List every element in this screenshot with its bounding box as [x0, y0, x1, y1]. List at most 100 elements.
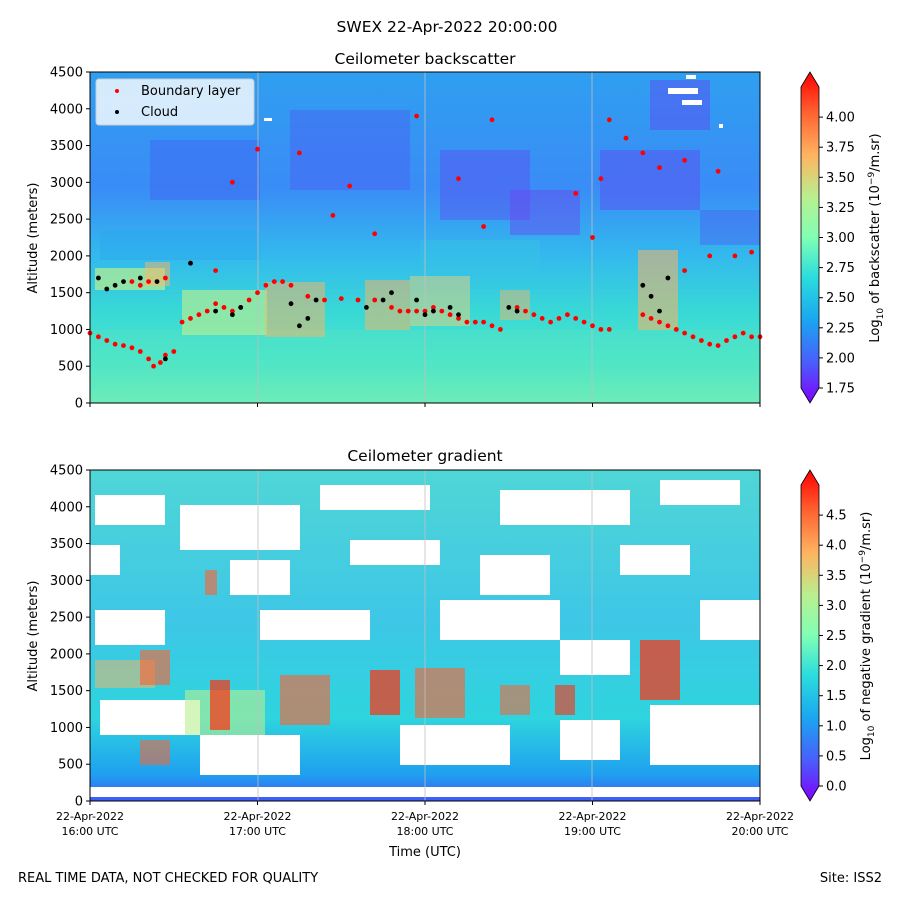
- y-tick-label: 4500: [50, 464, 83, 479]
- y-tick-label: 3000: [50, 176, 83, 191]
- x-tick-time: 16:00 UTC: [61, 825, 118, 838]
- colorbar-tick-label: 0.5: [826, 749, 847, 764]
- boundary-layer-point: [464, 319, 470, 325]
- legend-boundary-layer-marker: [115, 89, 119, 93]
- boundary-layer-point: [297, 150, 302, 156]
- colorbar-tick-label: 3.25: [826, 201, 855, 216]
- boundary-layer-point: [405, 308, 411, 314]
- boundary-layer-point: [372, 231, 378, 237]
- cloud-point: [188, 260, 193, 266]
- boundary-layer-point: [422, 308, 428, 314]
- boundary-layer-point: [439, 308, 445, 314]
- boundary-layer-point: [112, 341, 118, 347]
- boundary-layer-point: [137, 282, 143, 288]
- colorbar-tick-label: 1.75: [826, 382, 855, 397]
- cloud-point: [657, 308, 662, 314]
- boundary-layer-point: [230, 179, 235, 185]
- figure-title: SWEX 22-Apr-2022 20:00:00: [337, 18, 558, 36]
- legend-cloud-marker: [115, 110, 119, 114]
- boundary-layer-point: [749, 249, 754, 255]
- boundary-layer-point: [188, 316, 193, 321]
- boundary-layer-point: [740, 330, 746, 336]
- y-tick-label: 4000: [50, 500, 83, 515]
- colorbar-tick-label: 2.00: [826, 351, 855, 366]
- colorbar-tick-label: 2.5: [826, 629, 847, 644]
- boundary-layer-point: [715, 343, 721, 348]
- boundary-layer-point: [590, 323, 595, 329]
- boundary-layer-point: [447, 312, 453, 318]
- y-tick-label: 0: [75, 397, 83, 412]
- boundary-layer-point: [146, 279, 152, 284]
- cloud-point: [288, 301, 294, 307]
- colorbar-tick-label: 2.75: [826, 261, 855, 276]
- boundary-layer-point: [213, 301, 219, 307]
- colorbar-tick-label: 3.75: [826, 141, 855, 156]
- boundary-layer-point: [657, 319, 662, 325]
- y-tick-label: 2000: [50, 249, 83, 264]
- colorbar-tick-label: 1.0: [826, 719, 847, 734]
- cloud-point: [305, 316, 311, 321]
- boundary-layer-point: [213, 268, 219, 273]
- boundary-layer-point: [129, 279, 135, 284]
- cloud-point: [380, 297, 386, 303]
- boundary-layer-point: [121, 343, 126, 348]
- boundary-layer-point: [682, 157, 687, 163]
- cloud-point: [104, 286, 110, 292]
- footer-site: Site: ISS2: [820, 871, 882, 886]
- x-tick-date: 22-Apr-2022: [223, 810, 291, 823]
- boundary-layer-point: [414, 113, 419, 119]
- colorbar-tick-label: 3.0: [826, 599, 847, 614]
- boundary-layer-point: [573, 191, 579, 196]
- boundary-layer-point: [322, 297, 327, 303]
- boundary-layer-point: [707, 253, 713, 259]
- cloud-point: [238, 305, 244, 310]
- colorbar-tick-label: 4.0: [826, 539, 847, 554]
- gradient-y-label: Altitude (meters): [26, 581, 41, 692]
- boundary-layer-point: [163, 352, 168, 358]
- backscatter-colorbar-label: Log10 of backscatter (10−9/m.sr): [867, 133, 886, 342]
- x-tick-date: 22-Apr-2022: [56, 810, 124, 823]
- backscatter-plot-area: [90, 72, 760, 403]
- boundary-layer-point: [397, 308, 403, 314]
- cloud-point: [112, 282, 118, 288]
- boundary-layer-point: [690, 334, 696, 340]
- boundary-layer-point: [606, 117, 612, 123]
- cloud-point: [213, 308, 219, 314]
- cloud-point: [447, 305, 453, 310]
- legend-boundary-layer-label: Boundary layer: [141, 84, 241, 99]
- boundary-layer-point: [137, 349, 143, 354]
- y-tick-label: 1000: [50, 721, 83, 736]
- boundary-layer-point: [724, 338, 729, 343]
- boundary-layer-point: [573, 316, 579, 321]
- x-axis-label: Time (UTC): [388, 845, 461, 860]
- boundary-layer-point: [682, 330, 687, 336]
- boundary-layer-point: [489, 323, 495, 329]
- cloud-point: [313, 297, 319, 303]
- backscatter-colorbar: 1.75 2.00 2.25 2.50 2.75 3.00 3.25 3.50 3.75 4.00: [800, 71, 855, 404]
- boundary-layer-point: [598, 327, 604, 332]
- gradient-x-axis: 22-Apr-2022 16:00 UTC 22-Apr-2022 17:00 UTC…: [56, 801, 794, 838]
- boundary-layer-point: [707, 341, 713, 347]
- backscatter-y-axis: 0 500 1000 1500 2000 2500 3000 3500 4000 4500: [50, 66, 90, 412]
- x-tick-time: 17:00 UTC: [229, 825, 286, 838]
- boundary-layer-point: [556, 316, 562, 321]
- y-tick-label: 500: [58, 360, 83, 375]
- boundary-layer-point: [640, 150, 646, 156]
- boundary-layer-point: [263, 282, 269, 288]
- gradient-plot-area: [90, 470, 760, 801]
- cloud-point: [456, 312, 461, 318]
- boundary-layer-point: [640, 312, 646, 318]
- colorbar-tick-label: 2.50: [826, 291, 855, 306]
- cloud-point: [389, 290, 394, 296]
- x-tick-date: 22-Apr-2022: [558, 810, 626, 823]
- boundary-layer-point: [196, 312, 202, 318]
- boundary-layer-point: [665, 323, 671, 329]
- y-tick-label: 3500: [50, 537, 83, 552]
- cloud-point: [121, 279, 126, 284]
- y-tick-label: 500: [58, 758, 83, 773]
- boundary-layer-point: [179, 319, 185, 325]
- boundary-layer-point: [96, 334, 101, 340]
- boundary-layer-point: [305, 293, 311, 299]
- boundary-layer-point: [732, 253, 738, 259]
- backscatter-markers: [87, 113, 763, 369]
